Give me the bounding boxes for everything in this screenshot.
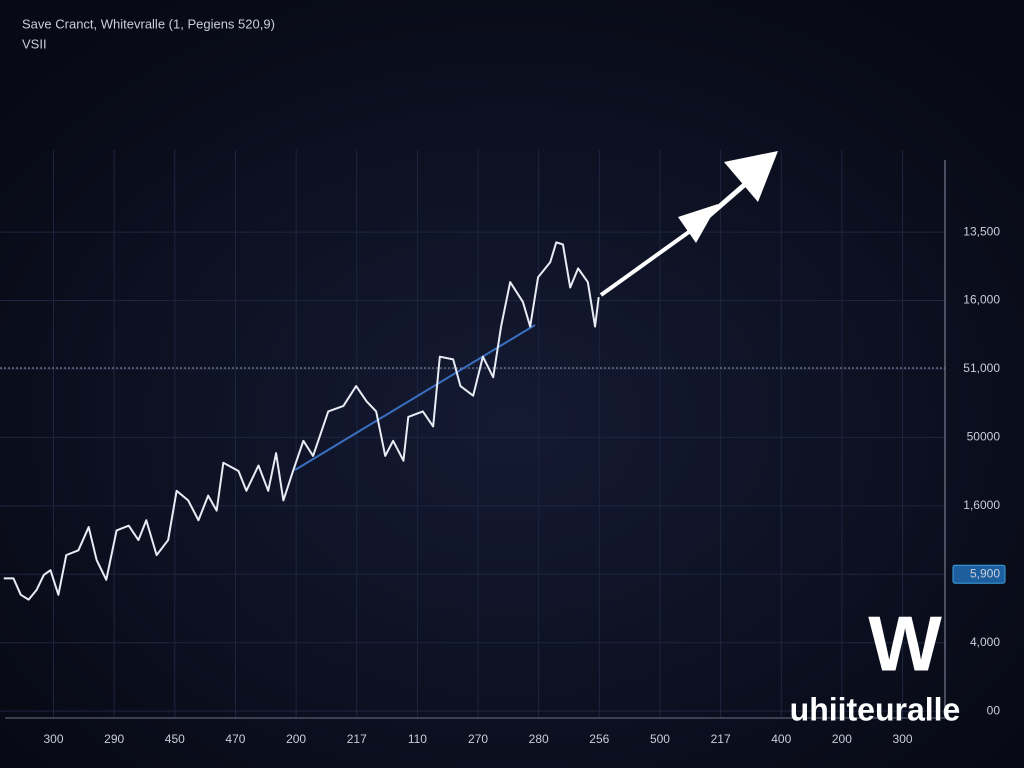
arrow: [599, 222, 702, 297]
x-tick-label: 500: [650, 732, 670, 746]
tick-highlight: [952, 564, 1006, 584]
x-tick-label: 200: [832, 732, 852, 746]
x-tick-label: 217: [711, 732, 731, 746]
y-tick-label: 4,000: [970, 635, 1000, 649]
chart-subtitle: VSII: [22, 36, 47, 51]
y-tick-label: 1,6000: [963, 498, 1000, 512]
x-tick-label: 300: [893, 732, 913, 746]
y-tick-label: 13,500: [963, 224, 1000, 238]
trend-line: [294, 324, 536, 471]
x-tick-label: 450: [165, 732, 185, 746]
x-tick-label: 270: [468, 732, 488, 746]
x-tick-label: 470: [225, 732, 245, 746]
y-tick-label: 50000: [967, 430, 1001, 444]
price-line: [3, 241, 600, 601]
y-tick-label: 00: [987, 703, 1001, 717]
logo-mark: W: [868, 600, 942, 688]
x-tick-label: 200: [286, 732, 306, 746]
x-tick-label: 110: [408, 732, 427, 746]
x-tick-label: 256: [589, 732, 609, 746]
y-tick-label: 16,000: [963, 293, 1000, 307]
x-tick-label: 217: [347, 732, 367, 746]
arrow-head: [724, 151, 778, 202]
chart-title: Save Cranct, Whitevralle (1, Pegiens 520…: [22, 16, 275, 31]
x-tick-label: 400: [771, 732, 791, 746]
y-tick-label: 5,900: [970, 566, 1000, 580]
arrow: [688, 178, 752, 234]
x-tick-label: 280: [529, 732, 549, 746]
x-tick-label: 300: [44, 732, 64, 746]
logo-text: uhiiteuralle: [790, 691, 961, 727]
x-tick-label: 290: [104, 732, 124, 746]
y-tick-label: 51,000: [963, 361, 1000, 375]
